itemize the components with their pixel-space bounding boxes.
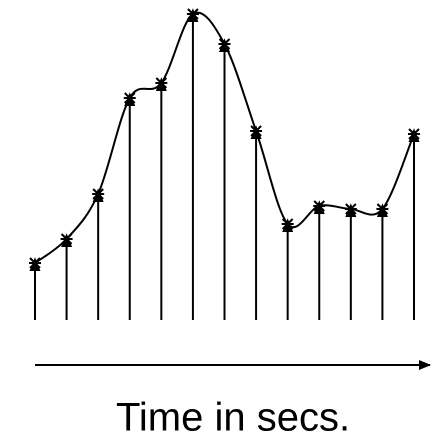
- sample-marker: [29, 257, 41, 271]
- sample-marker: [60, 233, 73, 247]
- sample-marker: [344, 203, 357, 217]
- sample-marker: [408, 128, 420, 142]
- sample-marker: [186, 8, 199, 22]
- sample-marker: [92, 188, 105, 202]
- sample-marker: [155, 77, 168, 91]
- sample-marker: [123, 92, 136, 106]
- x-axis-label: Time in secs.: [116, 396, 350, 440]
- sample-marker: [281, 218, 294, 232]
- sample-marker: [218, 38, 231, 52]
- sample-marker: [376, 203, 389, 217]
- sample-marker: [250, 125, 263, 139]
- sample-marker: [313, 200, 326, 214]
